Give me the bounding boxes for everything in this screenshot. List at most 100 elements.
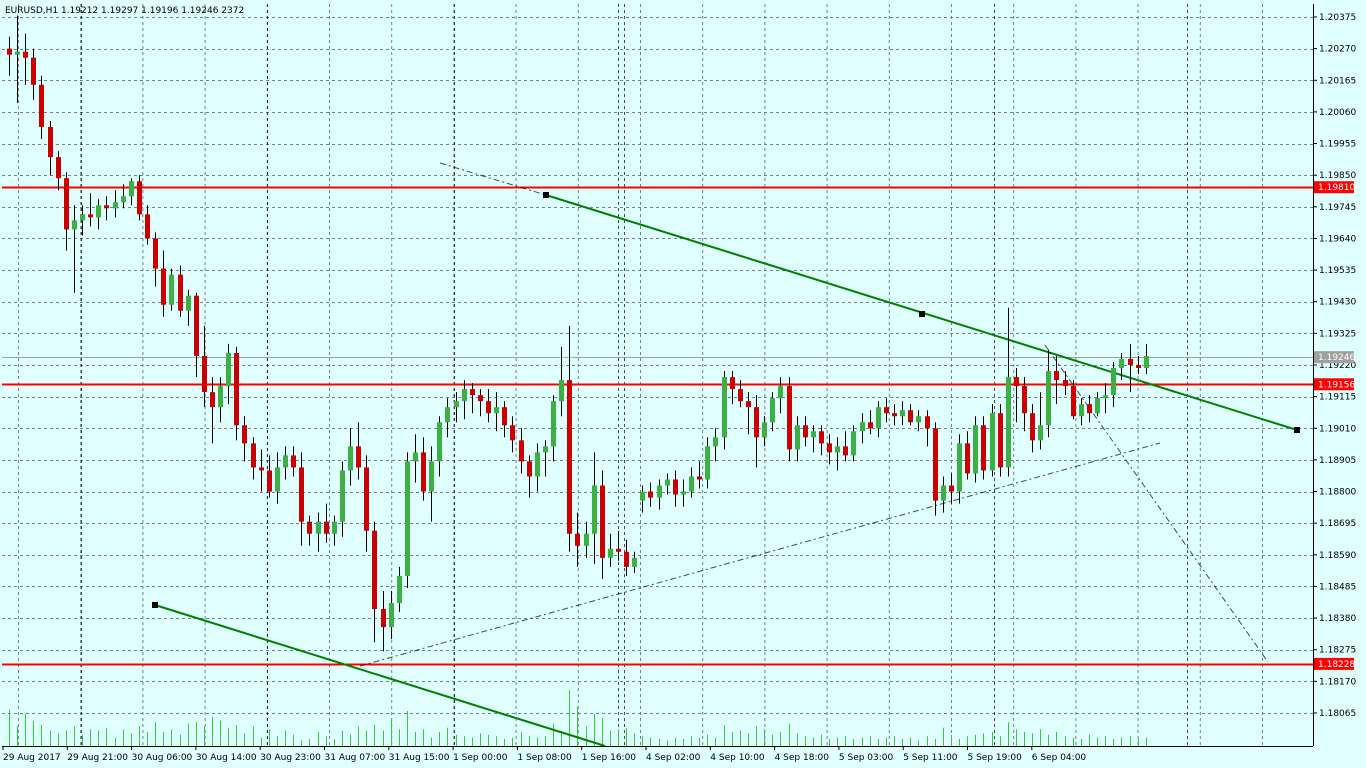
candle-bull bbox=[665, 479, 670, 486]
candle-bull bbox=[835, 446, 840, 453]
candle-bear bbox=[673, 479, 678, 495]
candle-bear bbox=[299, 467, 304, 522]
price-tag-label: 1.19810 bbox=[1318, 183, 1355, 193]
candle-bull bbox=[584, 533, 589, 546]
candle-bull bbox=[592, 485, 597, 534]
price-tick-label: 1.18485 bbox=[1319, 582, 1356, 592]
candle-bear bbox=[202, 355, 207, 393]
price-tick-label: 1.20060 bbox=[1319, 108, 1356, 118]
price-tick-label: 1.18380 bbox=[1319, 614, 1356, 624]
trendline-anchor[interactable] bbox=[152, 602, 158, 608]
candle-bear bbox=[259, 467, 264, 471]
candle-bear bbox=[1022, 386, 1027, 414]
price-tick-label: 1.19430 bbox=[1319, 298, 1356, 308]
candle-bear bbox=[381, 609, 386, 628]
candle-bear bbox=[421, 452, 426, 492]
candle-bear bbox=[600, 485, 605, 558]
candle-bear bbox=[884, 407, 889, 414]
candle-bull bbox=[900, 410, 905, 417]
candle-bull bbox=[437, 422, 442, 462]
trendline-lower[interactable] bbox=[154, 604, 606, 747]
trendline-anchor[interactable] bbox=[1294, 427, 1300, 433]
candle-bull bbox=[795, 425, 800, 450]
time-tick-label: 31 Aug 07:00 bbox=[325, 753, 386, 763]
candle-bull bbox=[941, 485, 946, 501]
candle-bull bbox=[1095, 398, 1100, 414]
candle-bull bbox=[494, 407, 499, 414]
price-tick-label: 1.18275 bbox=[1319, 646, 1356, 656]
candle-bull bbox=[762, 422, 767, 438]
candle-bull bbox=[316, 521, 321, 534]
candle-bear bbox=[153, 238, 158, 269]
candle-bear bbox=[356, 446, 361, 468]
candle-bear bbox=[1063, 380, 1068, 387]
price-tick-label: 1.19850 bbox=[1319, 171, 1356, 181]
trend-lines[interactable] bbox=[152, 162, 1300, 747]
candle-bull bbox=[551, 401, 556, 447]
candle-bull bbox=[454, 401, 459, 408]
trendline-dash[interactable] bbox=[439, 162, 547, 196]
candle-bull bbox=[129, 181, 134, 197]
candle-bull bbox=[283, 455, 288, 468]
candle-bull bbox=[121, 196, 126, 203]
candle-bull bbox=[462, 389, 467, 402]
price-tag-box bbox=[1314, 181, 1354, 194]
price-tag-box bbox=[1314, 378, 1354, 391]
candle-bull bbox=[535, 452, 540, 477]
candle-bear bbox=[697, 476, 702, 480]
candle-bear bbox=[291, 455, 296, 468]
candle-bear bbox=[64, 178, 69, 230]
time-tick-label: 5 Sep 19:00 bbox=[968, 753, 1023, 763]
price-tick-label: 1.18065 bbox=[1319, 709, 1356, 719]
price-tick-label: 1.20270 bbox=[1319, 45, 1356, 55]
candle-bear bbox=[23, 51, 28, 58]
candle-bull bbox=[340, 470, 345, 522]
price-tags: 1.19810 1.19156 1.18228 1.19246 bbox=[1314, 181, 1355, 670]
candle-bull bbox=[1046, 371, 1051, 426]
price-tick-label: 1.18800 bbox=[1319, 488, 1356, 498]
channel-line[interactable] bbox=[359, 442, 1161, 667]
candle-bear bbox=[1014, 377, 1019, 387]
candle-bull bbox=[429, 461, 434, 492]
candle-bull bbox=[860, 422, 865, 432]
candle-bull bbox=[413, 452, 418, 462]
candle-bull bbox=[186, 295, 191, 311]
trendline-anchor[interactable] bbox=[543, 192, 549, 198]
candle-bear bbox=[527, 461, 532, 477]
candle-bull bbox=[681, 491, 686, 495]
candle-bear bbox=[746, 401, 751, 408]
time-tick-label: 30 Aug 14:00 bbox=[196, 753, 257, 763]
candle-bull bbox=[640, 491, 645, 501]
trendline-anchor[interactable] bbox=[919, 311, 925, 317]
price-tag-label: 1.18228 bbox=[1318, 660, 1355, 670]
candle-bull bbox=[405, 461, 410, 576]
candle-bull bbox=[990, 413, 995, 471]
candle-bull bbox=[15, 51, 20, 55]
projection-line[interactable] bbox=[1044, 344, 1269, 663]
candle-bear bbox=[1071, 386, 1076, 417]
price-tick-label: 1.18905 bbox=[1319, 456, 1356, 466]
current-price-tag-label: 1.19246 bbox=[1318, 353, 1355, 363]
candle-bear bbox=[307, 521, 312, 534]
candle-bull bbox=[1038, 425, 1043, 441]
candle-bear bbox=[738, 389, 743, 402]
grid bbox=[2, 4, 1313, 746]
candle-bear bbox=[843, 446, 848, 456]
candle-bear bbox=[31, 57, 36, 85]
candle-bear bbox=[478, 395, 483, 402]
candle-bear bbox=[234, 352, 239, 426]
candle-bear bbox=[210, 392, 215, 408]
candle-bear bbox=[56, 157, 61, 179]
candle-bear bbox=[194, 295, 199, 356]
candle-bear bbox=[48, 126, 53, 158]
price-tick-label: 1.18695 bbox=[1319, 519, 1356, 529]
price-tick-label: 1.19220 bbox=[1319, 361, 1356, 371]
time-tick-label: 31 Aug 15:00 bbox=[389, 753, 450, 763]
current-price-tag-box bbox=[1314, 351, 1354, 364]
candle-bear bbox=[648, 491, 653, 498]
candle-bull bbox=[72, 220, 77, 230]
candle-bear bbox=[324, 521, 329, 534]
candles bbox=[7, 15, 1149, 652]
chart-header: EURUSD,H1 1.19212 1.19297 1.19196 1.1924… bbox=[5, 6, 244, 16]
